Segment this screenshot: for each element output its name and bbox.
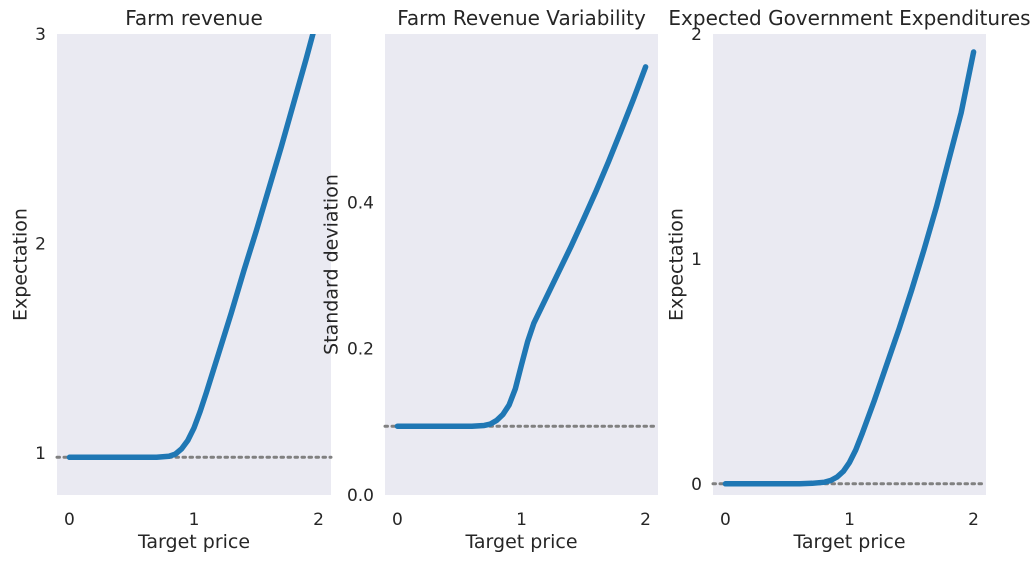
chart-title: Farm revenue xyxy=(125,6,263,30)
chart-title: Expected Government Expenditures xyxy=(668,6,1030,30)
x-tick-label: 0 xyxy=(64,510,75,530)
y-tick-label: 0.2 xyxy=(347,340,374,360)
x-axis-label: Target price xyxy=(792,531,905,553)
y-tick-label: 0 xyxy=(691,475,702,495)
x-tick-label: 1 xyxy=(516,510,527,530)
series-line-1 xyxy=(394,64,649,429)
x-tick-label: 2 xyxy=(640,510,651,530)
x-tick-label: 1 xyxy=(189,510,200,530)
x-tick-label: 2 xyxy=(968,510,979,530)
series-line-1 xyxy=(722,49,977,487)
x-tick-label: 0 xyxy=(392,510,403,530)
y-tick-label: 2 xyxy=(691,25,702,45)
y-tick-label: 0.0 xyxy=(347,486,374,506)
x-axis-label: Target price xyxy=(137,531,250,553)
y-axis-label: Expectation xyxy=(666,208,688,321)
y-tick-label: 1 xyxy=(35,444,46,464)
y-axis-label: Standard deviation xyxy=(321,174,343,355)
plot-area xyxy=(57,34,331,495)
y-tick-label: 2 xyxy=(35,235,46,255)
chart-panel-2: 0 1 2 0.0 0.2 0.4 Farm Revenue Variability Targ… xyxy=(321,6,660,553)
plot-area xyxy=(713,34,986,495)
y-tick-label: 1 xyxy=(691,250,702,270)
y-axis-label: Expectation xyxy=(10,208,32,321)
chart-panel-1: 0 1 2 1 2 3 Farm revenue Target price Expectatio… xyxy=(10,6,333,553)
y-tick-label: 0.4 xyxy=(347,193,374,213)
y-tick-label: 3 xyxy=(35,25,46,45)
plot-area xyxy=(385,34,658,495)
x-tick-label: 0 xyxy=(720,510,731,530)
chart-title: Farm Revenue Variability xyxy=(397,6,646,30)
x-tick-label: 1 xyxy=(844,510,855,530)
series-line-1 xyxy=(66,34,316,461)
x-axis-label: Target price xyxy=(464,531,577,553)
x-tick-label: 2 xyxy=(313,510,324,530)
